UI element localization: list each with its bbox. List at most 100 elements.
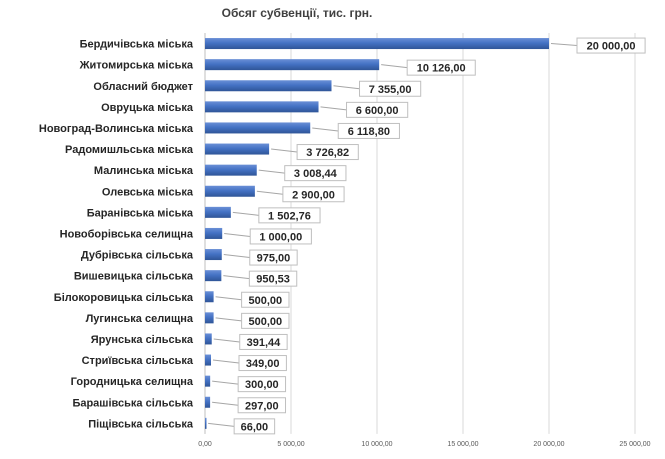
data-label-leader — [212, 401, 239, 406]
data-label-box — [241, 291, 290, 308]
x-tick-label: 10 000,00 — [361, 441, 392, 448]
category-label: Баранівська міська — [87, 207, 194, 219]
data-label-box — [337, 122, 400, 139]
category-label: Городницька селищна — [71, 376, 194, 388]
bar — [205, 80, 332, 92]
category-label: Малинська міська — [94, 165, 194, 177]
data-label: 1 502,76 — [268, 210, 311, 222]
data-label-leader — [312, 127, 339, 132]
category-label: Лугинська селищна — [86, 313, 194, 325]
data-label-leader — [208, 422, 235, 427]
data-label-leader — [212, 359, 240, 364]
data-label-leader — [381, 64, 408, 69]
data-label-box — [284, 165, 347, 182]
data-label: 6 600,00 — [356, 105, 399, 117]
data-label: 500,00 — [248, 316, 282, 328]
category-label: Вишевицька сільська — [74, 271, 194, 283]
data-label-box — [237, 376, 287, 393]
bar — [205, 333, 212, 345]
bar — [205, 227, 223, 239]
data-label-leader — [333, 85, 360, 90]
category-label: Радомишльська міська — [65, 144, 194, 156]
data-label: 66,00 — [241, 421, 269, 433]
data-label-box — [296, 144, 359, 161]
data-label: 300,00 — [245, 379, 279, 391]
data-label-box — [406, 59, 476, 76]
bar — [205, 206, 231, 218]
data-label-leader — [258, 169, 285, 174]
data-label: 2 900,00 — [292, 189, 335, 201]
category-label: Олевська міська — [102, 186, 194, 198]
data-label-leader — [224, 232, 251, 237]
data-label: 6 118,80 — [348, 126, 390, 138]
data-label-leader — [215, 296, 242, 301]
data-label-box — [238, 355, 287, 372]
bar — [205, 38, 549, 50]
category-label: Стриївська сільська — [82, 355, 194, 367]
data-label-box — [359, 80, 422, 97]
bar — [205, 396, 211, 408]
data-label-box — [248, 270, 298, 287]
data-label-leader — [223, 275, 250, 280]
category-label: Білокоровицька сільська — [54, 292, 194, 304]
bar — [205, 375, 211, 387]
data-label: 3 008,44 — [294, 168, 338, 180]
x-tick-label: 5 000,00 — [277, 441, 304, 448]
x-tick-label: 25 000,00 — [619, 441, 650, 448]
data-label-leader — [213, 338, 240, 343]
data-label-box — [282, 186, 345, 203]
data-label-box — [258, 207, 321, 224]
data-label-leader — [232, 211, 259, 216]
bar — [205, 143, 270, 155]
x-tick-label: 20 000,00 — [533, 441, 564, 448]
data-label: 391,44 — [247, 337, 282, 349]
data-label-leader — [256, 190, 283, 195]
data-label: 7 355,00 — [369, 84, 412, 96]
data-label-leader — [212, 380, 239, 385]
data-label: 20 000,00 — [587, 41, 636, 53]
data-label-box — [237, 397, 287, 414]
data-label: 349,00 — [246, 358, 280, 370]
data-label-box — [576, 37, 646, 54]
data-label: 297,00 — [245, 400, 279, 412]
bar — [205, 101, 319, 113]
bar — [205, 122, 311, 134]
bar — [205, 417, 207, 429]
chart-title: Обсяг субвенції, тис. грн. — [222, 6, 373, 20]
bar — [205, 185, 255, 197]
data-label: 1 000,00 — [259, 231, 302, 243]
category-label: Овруцька міська — [101, 102, 194, 114]
bar — [205, 270, 222, 282]
data-label: 975,00 — [257, 253, 291, 265]
data-label-leader — [223, 254, 250, 259]
x-tick-label: 15 000,00 — [447, 441, 478, 448]
data-label: 500,00 — [248, 295, 282, 307]
data-label-box — [241, 312, 290, 329]
data-label-leader — [320, 106, 347, 111]
category-label: Обласний бюджет — [93, 81, 193, 93]
category-label: Ярунська сільська — [91, 334, 194, 346]
bar — [205, 59, 380, 71]
data-label: 3 726,82 — [306, 147, 349, 159]
bar — [205, 354, 212, 366]
data-label-leader — [215, 317, 242, 322]
bar — [205, 164, 257, 176]
data-label-leader — [271, 148, 298, 153]
category-label: Піщівська сільська — [88, 418, 194, 430]
data-label-leader — [550, 43, 578, 47]
data-label: 10 126,00 — [417, 63, 466, 75]
x-tick-label: 0,00 — [198, 441, 212, 448]
category-label: Новоград-Волинська міська — [39, 123, 194, 135]
bar — [205, 249, 222, 261]
data-label-box — [233, 418, 276, 435]
bar — [205, 312, 214, 324]
data-label-box — [239, 333, 288, 350]
data-label-box — [346, 101, 409, 118]
data-label-box — [249, 249, 298, 266]
data-label-box — [249, 228, 312, 245]
category-label: Житомирська міська — [79, 60, 194, 72]
category-label: Дубрівська сільська — [81, 250, 194, 262]
category-label: Барашівська сільська — [72, 397, 193, 409]
category-label: Бердичівська міська — [80, 39, 194, 51]
